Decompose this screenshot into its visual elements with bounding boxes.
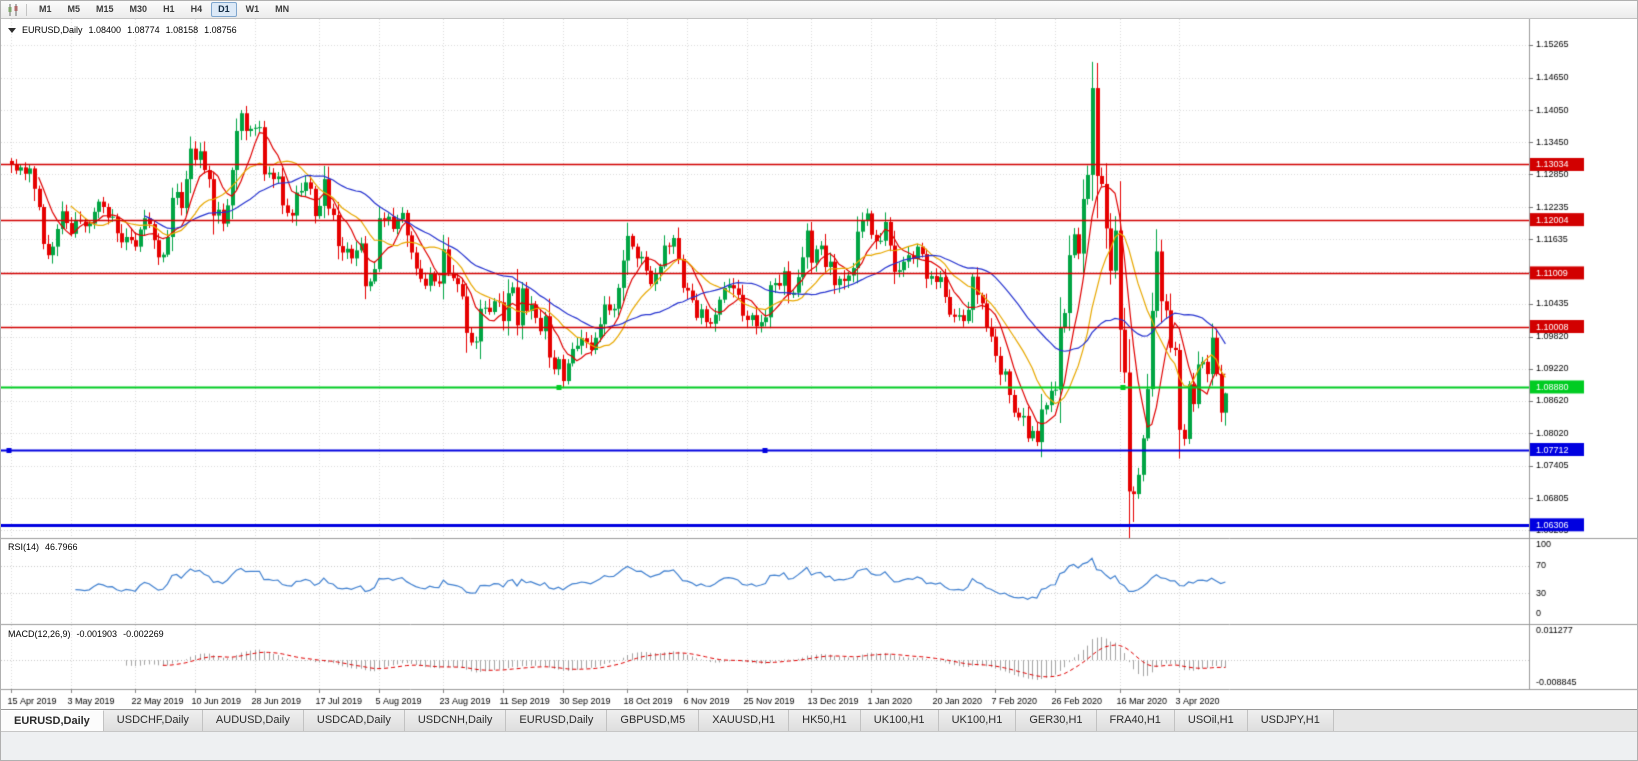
timeframe-button[interactable]: W1 [245,4,260,14]
candlestick-chart-icon[interactable] [4,2,22,17]
macd-signal-value: -0.002269 [123,629,164,639]
chart-tab[interactable]: USDCHF,Daily [103,710,203,731]
chart-tab[interactable]: USDCAD,Daily [303,710,405,731]
timeframe-button[interactable]: M5 [67,4,81,14]
chart-tab[interactable]: XAUUSD,H1 [699,710,790,731]
chart-tab[interactable]: UK100,H1 [860,710,939,731]
status-bar [1,731,1637,760]
chart-tab[interactable]: EURUSD,Daily [506,710,608,731]
rsi-name: RSI(14) [8,542,40,552]
chart-tab[interactable]: UK100,H1 [938,710,1017,731]
chart-tab[interactable]: GER30,H1 [1016,710,1097,731]
timeframe-button[interactable]: D1 [211,2,237,17]
timeframe-button[interactable]: MN [275,4,290,14]
macd-indicator-label: MACD(12,26,9) -0.001903 -0.002269 [8,629,164,639]
toolbar-divider [26,3,27,16]
chart-high-value: 1.08774 [127,25,160,35]
chart-ohlc-header: EURUSD,Daily 1.08400 1.08774 1.08158 1.0… [8,25,237,35]
timeframe-button[interactable]: M15 [96,4,114,14]
chart-tab[interactable]: AUDUSD,Daily [202,710,304,731]
timeframe-button[interactable]: M1 [39,4,52,14]
chart-open-value: 1.08400 [88,25,122,35]
macd-main-value: -0.001903 [76,629,118,639]
chart-tab[interactable]: USDCNH,Daily [404,710,507,731]
chart-tab[interactable]: USDJPY,H1 [1247,710,1334,731]
timeframe-button[interactable]: H4 [190,4,203,14]
chart-tab-bar: EURUSD,Daily USDCHF,Daily AUDUSD,Daily U… [1,709,1637,731]
chart-dropdown-icon [8,27,16,33]
rsi-indicator-label: RSI(14) 46.7966 [8,542,78,552]
chart-tab[interactable]: USOil,H1 [1174,710,1248,731]
chart-close-value: 1.08756 [204,25,237,35]
chart-low-value: 1.08158 [165,25,199,35]
price-chart-canvas[interactable] [1,19,1637,709]
timeframe-button[interactable]: M30 [129,4,148,14]
chart-tab[interactable]: EURUSD,Daily [1,710,104,731]
chart-tab[interactable]: HK50,H1 [789,710,861,731]
timeframe-toolbar: M1 M5 M15 M30 H1 H4 D1 W1 MN [1,1,1637,19]
timeframe-button[interactable]: H1 [163,4,175,14]
chart-tab[interactable]: FRA40,H1 [1096,710,1175,731]
rsi-value: 46.7966 [45,542,78,552]
chart-tab[interactable]: GBPUSD,M5 [607,710,700,731]
macd-name: MACD(12,26,9) [8,629,71,639]
chart-symbol-label: EURUSD,Daily [22,25,83,35]
